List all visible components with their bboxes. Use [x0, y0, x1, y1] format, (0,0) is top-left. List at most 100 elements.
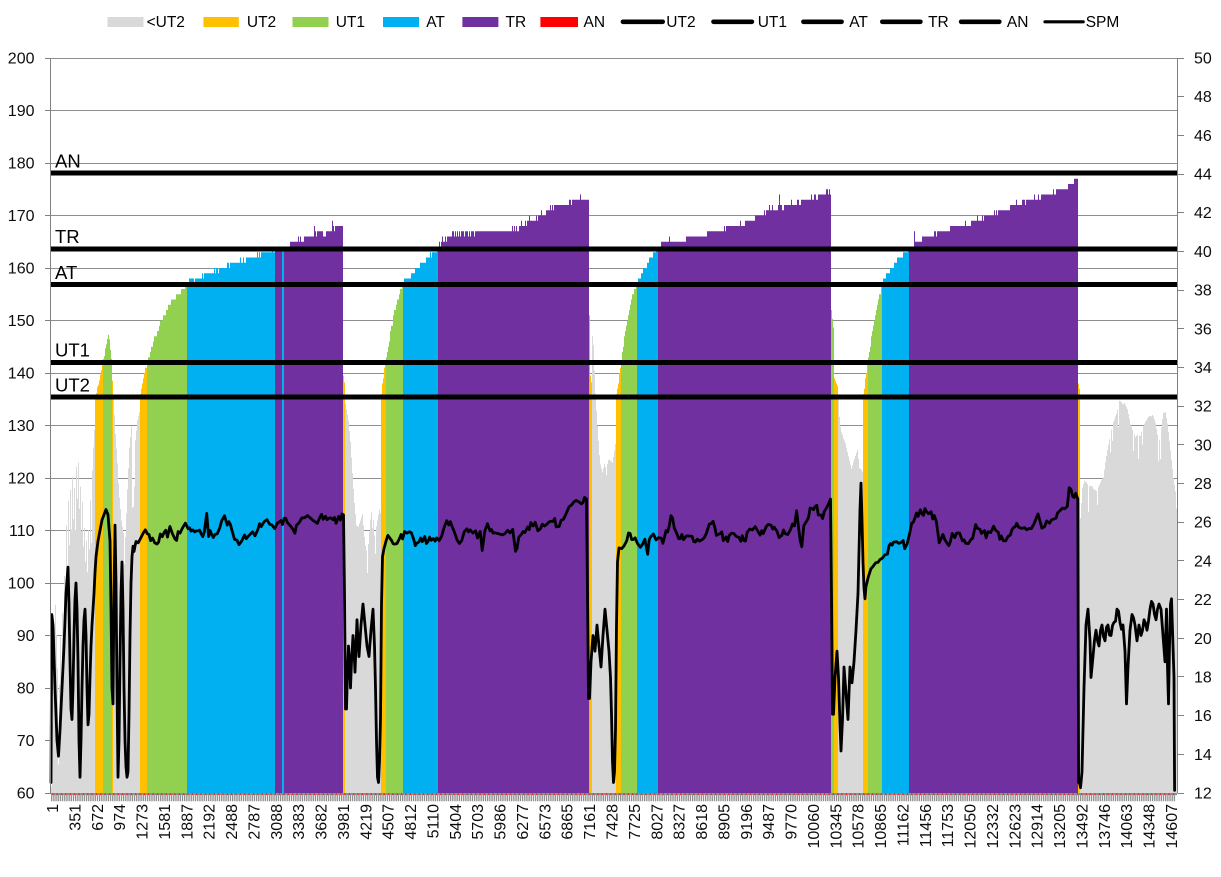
svg-text:AT: AT: [426, 14, 445, 31]
svg-text:2488: 2488: [224, 804, 241, 840]
svg-text:8027: 8027: [649, 804, 666, 840]
svg-text:10578: 10578: [851, 804, 868, 849]
svg-text:2787: 2787: [246, 804, 263, 840]
svg-text:60: 60: [17, 786, 35, 803]
svg-text:12: 12: [1194, 786, 1212, 803]
svg-text:180: 180: [8, 156, 35, 173]
svg-text:9487: 9487: [761, 804, 778, 840]
svg-text:8905: 8905: [716, 804, 733, 840]
svg-text:3682: 3682: [314, 804, 331, 840]
svg-text:14063: 14063: [1119, 804, 1136, 849]
svg-text:11753: 11753: [940, 804, 957, 847]
svg-text:1: 1: [45, 804, 62, 813]
svg-text:7428: 7428: [605, 804, 622, 840]
svg-text:18: 18: [1194, 669, 1212, 686]
svg-text:AN: AN: [55, 150, 81, 171]
svg-text:13492: 13492: [1075, 804, 1092, 849]
svg-text:10060: 10060: [806, 804, 823, 849]
svg-text:6573: 6573: [537, 804, 554, 840]
svg-text:11162: 11162: [895, 804, 912, 846]
svg-text:9196: 9196: [739, 804, 756, 840]
svg-text:46: 46: [1194, 128, 1212, 145]
svg-text:20: 20: [1194, 631, 1212, 648]
svg-text:38: 38: [1194, 283, 1212, 300]
svg-text:3088: 3088: [269, 804, 286, 840]
svg-text:AT: AT: [55, 262, 77, 283]
svg-text:42: 42: [1194, 205, 1212, 222]
svg-text:AT: AT: [849, 14, 868, 31]
svg-text:90: 90: [17, 628, 35, 645]
svg-text:36: 36: [1194, 321, 1212, 338]
svg-text:14607: 14607: [1164, 804, 1181, 849]
svg-text:351: 351: [67, 804, 84, 831]
svg-text:12332: 12332: [985, 804, 1002, 849]
svg-text:<UT2: <UT2: [147, 14, 185, 31]
svg-text:974: 974: [112, 804, 129, 831]
svg-text:34: 34: [1194, 360, 1212, 377]
svg-text:14: 14: [1194, 747, 1212, 764]
svg-text:UT2: UT2: [666, 14, 695, 31]
svg-text:1581: 1581: [157, 804, 174, 840]
svg-text:140: 140: [8, 366, 35, 383]
svg-text:8327: 8327: [672, 804, 689, 840]
svg-text:170: 170: [8, 208, 35, 225]
svg-text:12050: 12050: [963, 804, 980, 849]
svg-text:4219: 4219: [358, 804, 375, 840]
svg-text:UT1: UT1: [336, 14, 365, 31]
svg-text:13746: 13746: [1097, 804, 1114, 849]
svg-text:130: 130: [8, 418, 35, 435]
svg-text:24: 24: [1194, 553, 1212, 570]
svg-text:AN: AN: [584, 14, 606, 31]
svg-text:16: 16: [1194, 708, 1212, 725]
svg-text:100: 100: [8, 576, 35, 593]
svg-text:200: 200: [8, 51, 35, 68]
svg-text:150: 150: [8, 313, 35, 330]
svg-text:50: 50: [1194, 51, 1212, 68]
svg-text:190: 190: [8, 103, 35, 120]
svg-text:7161: 7161: [582, 804, 599, 840]
svg-text:7725: 7725: [627, 804, 644, 840]
svg-text:4812: 4812: [403, 804, 420, 840]
svg-text:5110: 5110: [426, 804, 443, 839]
svg-text:2192: 2192: [202, 804, 219, 840]
svg-text:SPM: SPM: [1086, 14, 1120, 31]
svg-text:1887: 1887: [179, 804, 196, 840]
svg-text:48: 48: [1194, 89, 1212, 106]
svg-text:22: 22: [1194, 592, 1212, 609]
svg-text:UT2: UT2: [55, 374, 90, 395]
svg-text:4507: 4507: [381, 804, 398, 840]
svg-text:672: 672: [90, 804, 107, 831]
svg-text:120: 120: [8, 471, 35, 488]
svg-text:26: 26: [1194, 515, 1212, 532]
svg-text:UT2: UT2: [247, 14, 276, 31]
svg-text:12914: 12914: [1030, 804, 1047, 849]
svg-text:13205: 13205: [1052, 804, 1069, 849]
svg-text:5703: 5703: [470, 804, 487, 840]
svg-text:28: 28: [1194, 476, 1212, 493]
svg-text:14348: 14348: [1142, 804, 1159, 849]
svg-text:6277: 6277: [515, 804, 532, 840]
svg-text:9770: 9770: [784, 804, 801, 840]
svg-text:5986: 5986: [493, 804, 510, 840]
svg-text:6865: 6865: [560, 804, 577, 840]
svg-text:40: 40: [1194, 244, 1212, 261]
svg-text:10345: 10345: [828, 804, 845, 849]
svg-text:5404: 5404: [448, 804, 465, 840]
svg-text:AN: AN: [1007, 14, 1029, 31]
svg-text:160: 160: [8, 261, 35, 278]
svg-text:32: 32: [1194, 399, 1212, 416]
svg-text:TR: TR: [928, 14, 949, 31]
svg-text:11456: 11456: [918, 804, 935, 847]
svg-text:110: 110: [9, 523, 35, 540]
svg-text:UT1: UT1: [55, 340, 90, 361]
svg-text:30: 30: [1194, 437, 1212, 454]
svg-text:10865: 10865: [873, 804, 890, 849]
svg-text:UT1: UT1: [758, 14, 787, 31]
svg-text:8618: 8618: [694, 804, 711, 840]
svg-text:1273: 1273: [135, 804, 152, 840]
svg-text:TR: TR: [55, 226, 80, 247]
svg-text:44: 44: [1194, 167, 1212, 184]
svg-text:12623: 12623: [1007, 804, 1024, 849]
svg-text:3383: 3383: [291, 804, 308, 840]
svg-text:3981: 3981: [336, 804, 353, 840]
